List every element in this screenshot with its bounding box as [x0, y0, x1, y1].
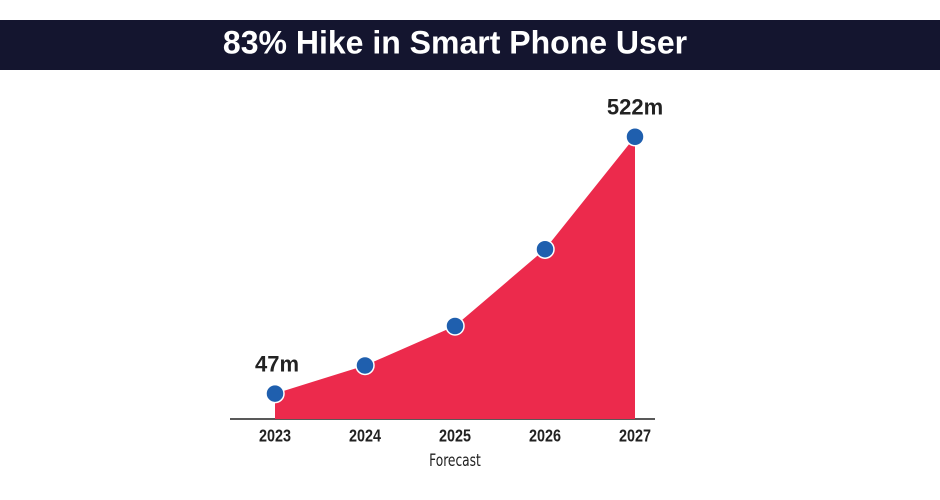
marker — [265, 383, 285, 404]
annotation: Forecast — [429, 451, 481, 471]
marker — [445, 316, 465, 336]
area — [275, 136, 635, 419]
x-tick-label: 2024 — [349, 426, 381, 446]
x-tick-label: 2026 — [529, 426, 561, 446]
marker — [535, 239, 555, 259]
x-tick-label: 2025 — [439, 426, 471, 446]
value-label: 522m — [607, 95, 663, 120]
value-label: 47m — [255, 351, 299, 376]
title-bar — [0, 20, 940, 70]
x-tick-label: 2027 — [619, 426, 651, 446]
marker — [355, 355, 375, 376]
chart-title: 83% Hike in Smart Phone User — [223, 24, 687, 60]
x-tick-label: 2023 — [259, 426, 291, 446]
marker — [625, 127, 645, 147]
